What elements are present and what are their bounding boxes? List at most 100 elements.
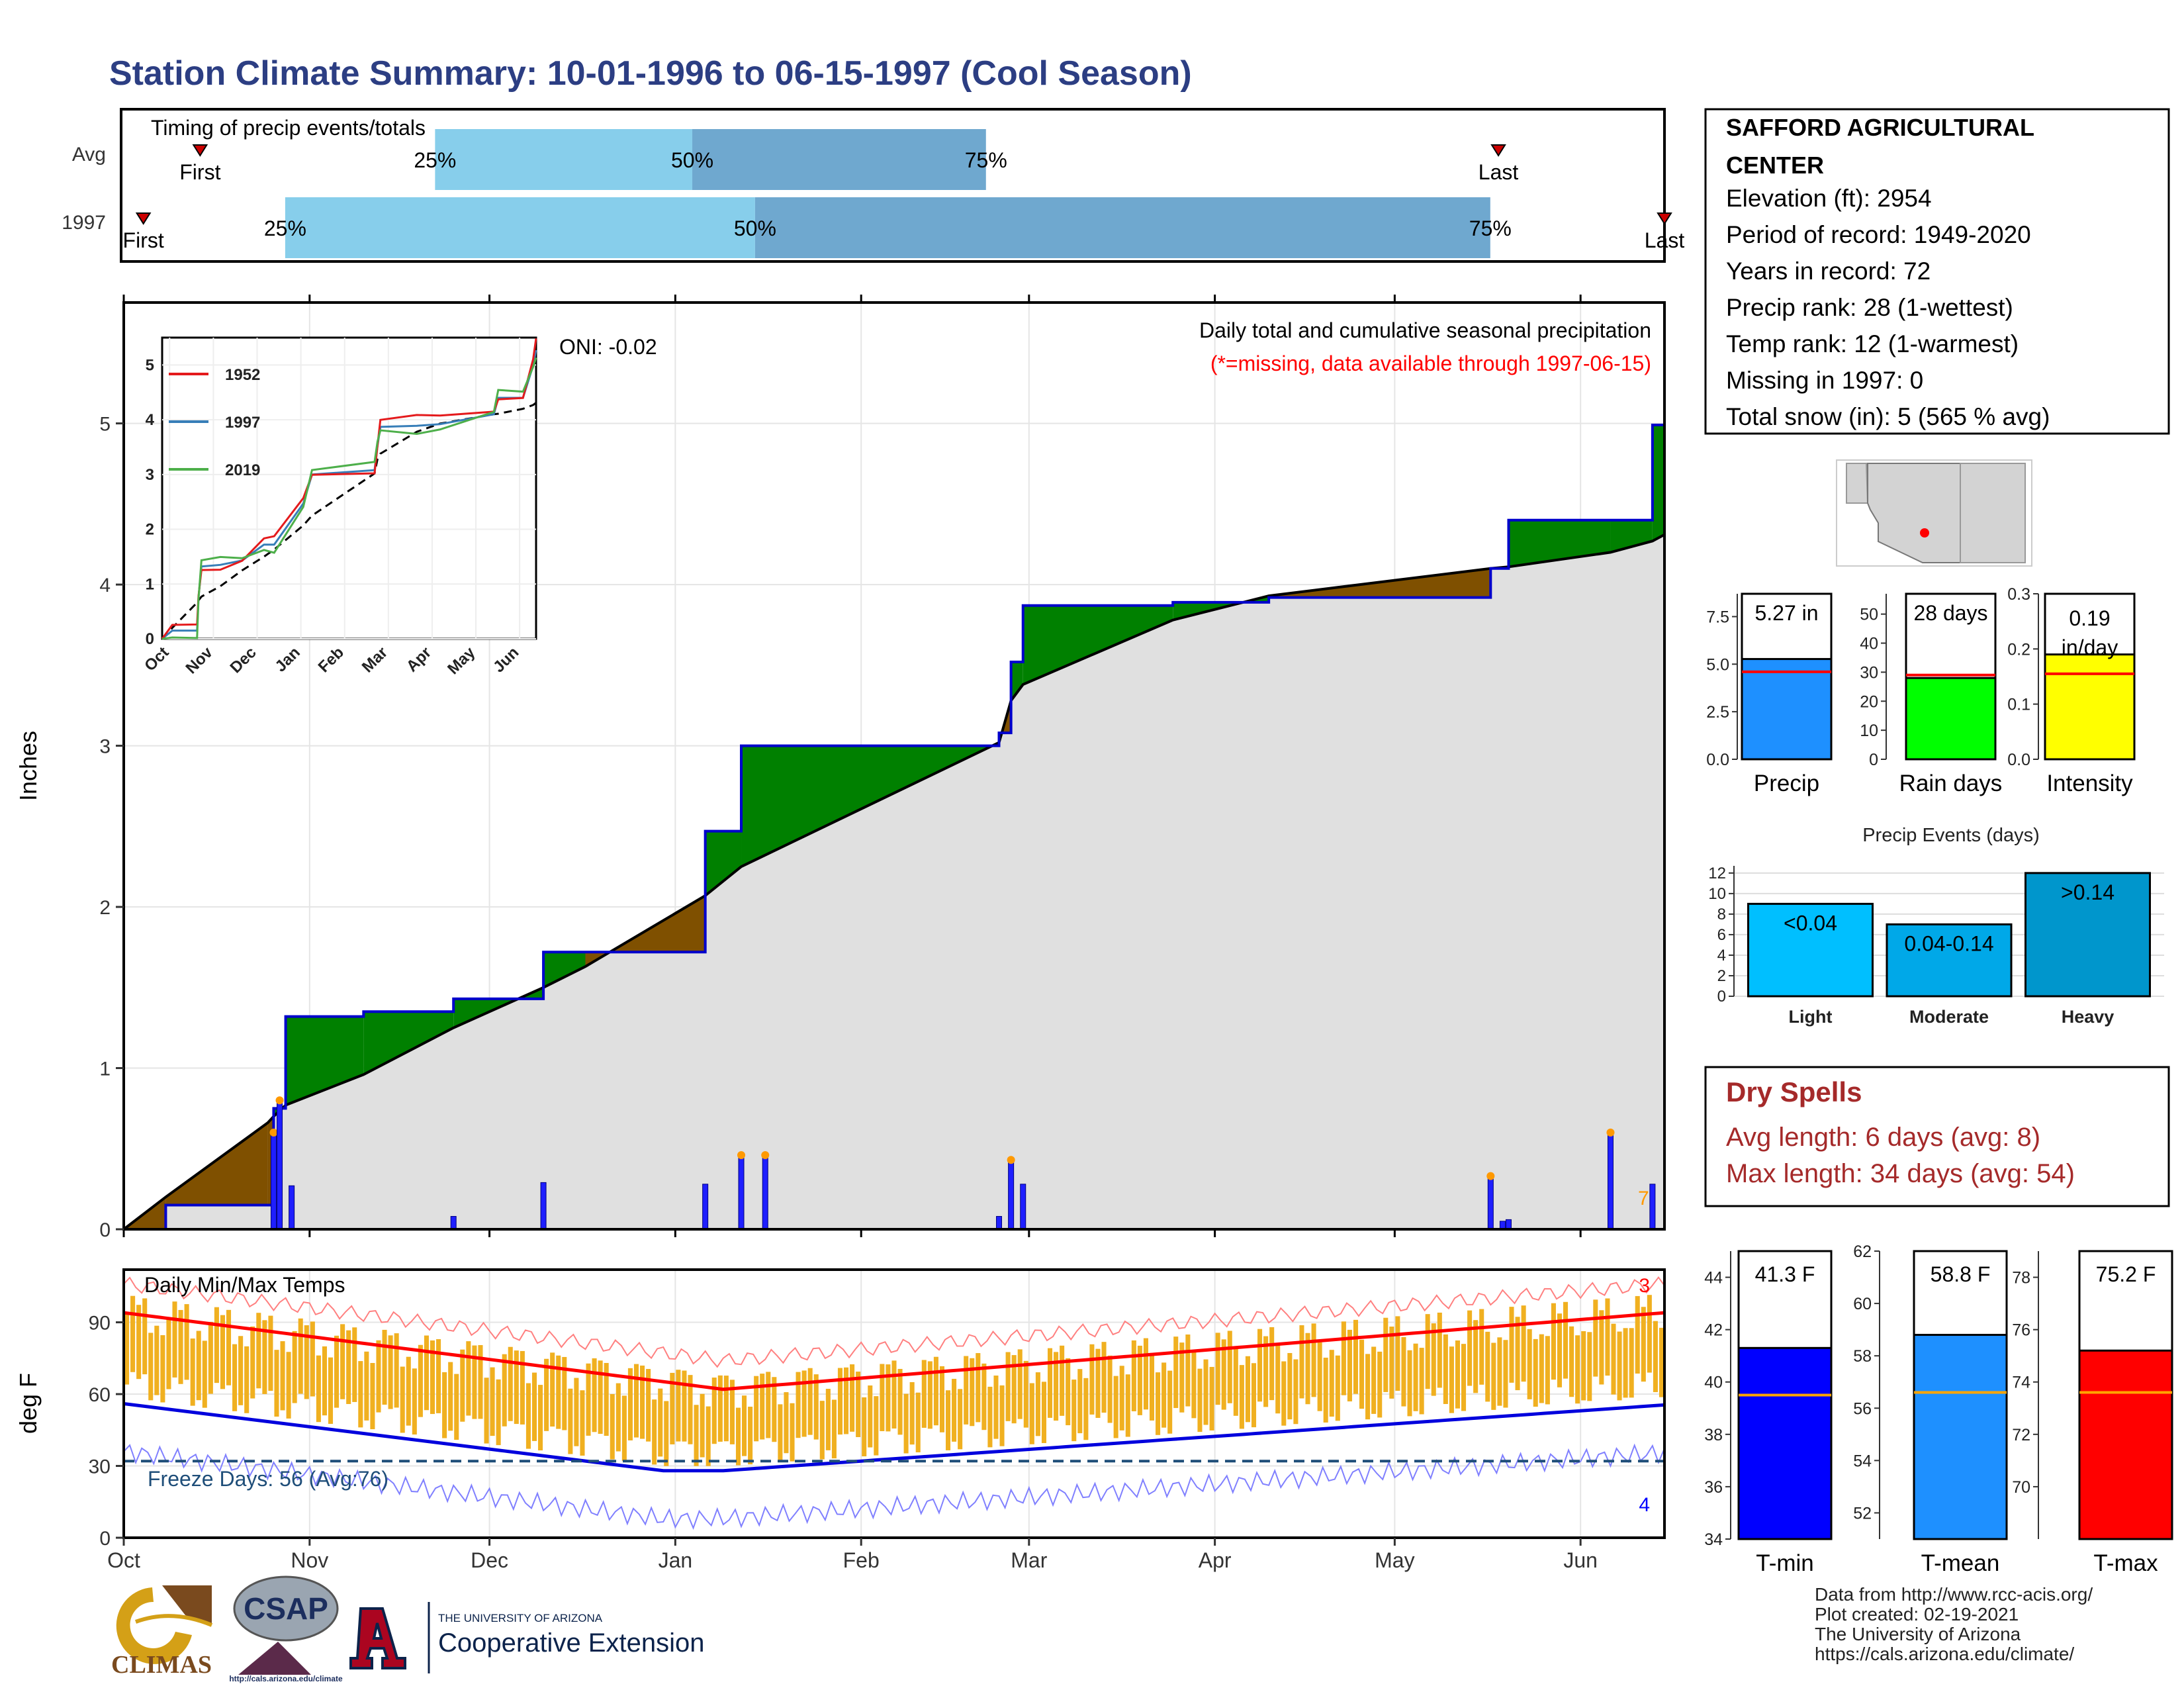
tsum-ytick-label-t-max-3: 76 (2012, 1321, 2030, 1340)
temp-day-bar-241 (1569, 1326, 1574, 1397)
temp-day-bar-10 (184, 1304, 189, 1380)
dry-spells-frame (1704, 1066, 2170, 1207)
temp-day-bar-154 (1047, 1348, 1053, 1418)
temp-day-bar-127 (886, 1364, 891, 1432)
temp-day-bar-140 (964, 1356, 969, 1425)
temp-day-bar-93 (682, 1370, 687, 1442)
tsum-ytick-label-t-min-0: 34 (1704, 1530, 1723, 1549)
climas-arc (134, 1614, 213, 1627)
temp-day-bar-244 (1587, 1332, 1592, 1401)
temp-day-bar-170 (1143, 1338, 1148, 1410)
footer-credits: Data from http://www.rcc-acis.org/ Plot … (1815, 1584, 2093, 1664)
temp-marks (123, 1276, 1665, 1530)
temp-day-bar-75 (574, 1378, 579, 1446)
temp-day-bar-122 (856, 1372, 861, 1437)
summary-ytick-label-rain_days-3: 30 (1860, 663, 1878, 682)
temp-day-bar-60 (484, 1378, 489, 1444)
temp-ytick-label-1: 30 (89, 1456, 111, 1478)
temp-day-bar-74 (568, 1388, 573, 1454)
precip-y-axis: 0 1 2 3 4 5 (99, 414, 124, 1241)
temp-day-bar-100 (723, 1376, 729, 1442)
temp-day-bar-174 (1167, 1370, 1173, 1434)
summary-value-intensity: 0.19 (2069, 606, 2110, 630)
temp-day-bar-59 (478, 1344, 483, 1419)
temp-day-bar-114 (807, 1368, 813, 1435)
temp-day-bar-30 (304, 1325, 309, 1399)
temp-day-bar-35 (334, 1335, 340, 1408)
timing-q50-label-avg: 50% (671, 148, 713, 172)
station-temp-rank: Temp rank: 12 (1-warmest) (1726, 330, 2019, 357)
temp-day-bar-32 (316, 1355, 321, 1423)
tsum-name-t-min: T-min (1756, 1550, 1814, 1576)
temp-day-bar-130 (903, 1393, 909, 1454)
temp-day-bar-200 (1323, 1357, 1328, 1423)
temp-day-bar-21 (250, 1326, 255, 1399)
timing-last-label-avg: Last (1479, 160, 1519, 184)
temp-day-bar-179 (1197, 1368, 1203, 1432)
daily-precip-marker-9 (1007, 1156, 1015, 1164)
timing-first-marker-1997 (135, 212, 152, 225)
temp-frame (122, 1268, 1666, 1539)
temp-day-bar-255 (1653, 1321, 1658, 1393)
temp-day-bar-28 (292, 1331, 297, 1403)
credit-url: https://cals.arizona.edu/climate/ (1815, 1644, 2074, 1664)
temp-day-bar-18 (232, 1344, 238, 1411)
timing-q50-label-1997: 50% (734, 216, 776, 240)
temp-day-bar-76 (580, 1390, 585, 1456)
temp-day-bar-245 (1593, 1299, 1598, 1377)
temp-day-bar-167 (1125, 1374, 1130, 1437)
station-location-dot (1920, 528, 1929, 538)
temp-day-bar-231 (1509, 1307, 1514, 1383)
temp-day-bar-238 (1551, 1303, 1556, 1380)
temp-day-bar-97 (705, 1406, 711, 1466)
temp-day-bar-250 (1623, 1328, 1628, 1398)
temp-day-bar-62 (496, 1379, 501, 1446)
temp-day-bar-164 (1107, 1355, 1113, 1423)
temp-day-bar-33 (322, 1346, 327, 1416)
station-info-box (1704, 108, 2170, 435)
temp-day-bar-193 (1281, 1361, 1287, 1426)
temp-day-bar-153 (1041, 1382, 1046, 1444)
timing-q25-label-1997: 25% (264, 216, 306, 240)
temp-day-bar-23 (262, 1320, 267, 1394)
climas-swirl (116, 1587, 192, 1664)
temp-day-bar-56 (460, 1349, 465, 1422)
temp-day-bar-222 (1455, 1340, 1461, 1409)
temp-day-bar-138 (952, 1378, 957, 1442)
temp-day-bar-187 (1245, 1356, 1250, 1423)
temp-day-bar-186 (1239, 1365, 1244, 1429)
temp-day-bar-147 (1005, 1352, 1011, 1421)
temp-xtick-label-1: Nov (291, 1548, 328, 1572)
temp-day-bar-229 (1497, 1337, 1502, 1406)
timing-first-marker-avg (192, 144, 208, 157)
events-ytick-label-2: 4 (1717, 947, 1726, 964)
legend-label-1952: 1952 (225, 366, 260, 384)
timing-bar-q1-1997 (285, 197, 755, 258)
summary-ytick-label-precip-3: 7.5 (1706, 608, 1729, 626)
temp-day-bar-256 (1659, 1327, 1664, 1397)
temp-day-bar-54 (448, 1362, 453, 1431)
timing-bar-q1-avg (435, 129, 693, 190)
map-california (1846, 463, 1869, 504)
temp-day-bar-57 (466, 1341, 471, 1416)
climas-logo: CLIMAS (111, 1585, 213, 1679)
summary-ytick-label-rain_days-1: 10 (1860, 722, 1878, 740)
events-title: Precip Events (days) (1862, 825, 2040, 846)
station-precip-rank: Precip rank: 28 (1-wettest) (1726, 294, 2013, 321)
summary-name-rain_days: Rain days (1899, 771, 2003, 796)
temp-day-bar-163 (1101, 1342, 1107, 1413)
temp-day-bar-121 (850, 1364, 855, 1432)
temp-day-bar-209 (1377, 1351, 1383, 1418)
inset-ytick-4: 4 (146, 411, 155, 429)
daily-precip-bar-11 (1487, 1176, 1494, 1230)
temp-day-bar-89 (658, 1388, 663, 1457)
credit-university: The University of Arizona (1815, 1624, 2021, 1644)
climas-wordmark: CLIMAS (111, 1651, 212, 1679)
temp-day-bar-116 (819, 1401, 825, 1460)
temp-day-bar-17 (226, 1309, 232, 1385)
csap-mountain (238, 1642, 311, 1675)
temp-day-bar-201 (1329, 1350, 1334, 1417)
events-content: 0 2 4 6 8 10 12 <0.04 Light 0.04-0.14 Moderate >0.1… (1708, 865, 2164, 1027)
temp-day-bar-70 (544, 1358, 549, 1431)
temp-day-bar-38 (352, 1327, 357, 1402)
